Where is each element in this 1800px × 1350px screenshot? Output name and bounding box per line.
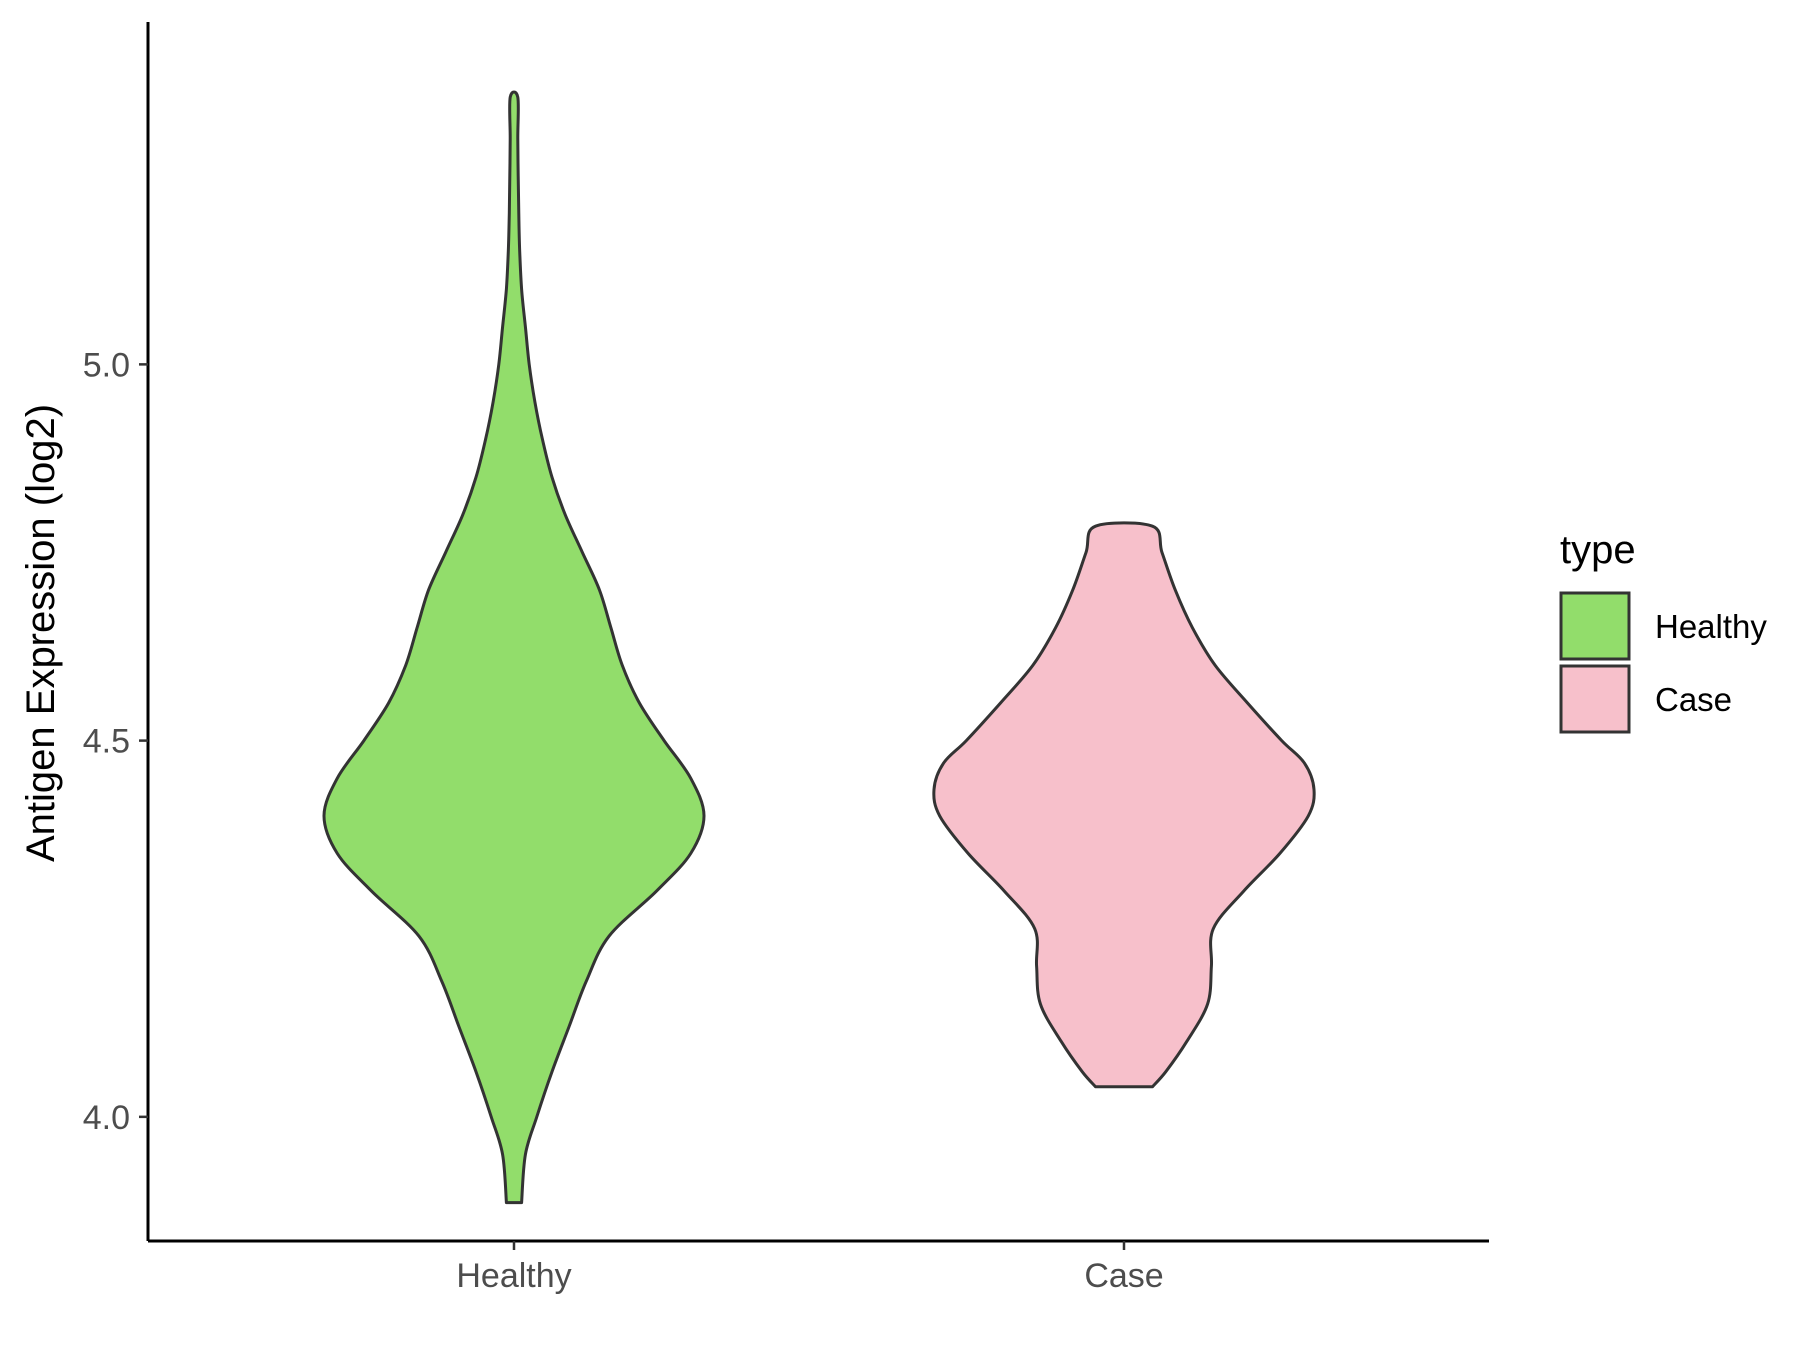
legend-swatch bbox=[1559, 591, 1631, 661]
legend-label: Case bbox=[1655, 681, 1732, 718]
x-tick-label: Healthy bbox=[456, 1257, 571, 1295]
violin-healthy bbox=[322, 90, 706, 1205]
violin-case bbox=[932, 521, 1316, 1089]
y-tick-label: 4.5 bbox=[83, 723, 130, 761]
violin-layer bbox=[322, 90, 1316, 1205]
axes bbox=[146, 22, 1489, 1243]
y-tick-label: 4.0 bbox=[83, 1099, 130, 1137]
x-tick-label: Case bbox=[1084, 1257, 1163, 1295]
legend: type Healthy Case bbox=[1559, 528, 1767, 734]
y-axis-title: Antigen Expression (log2) bbox=[19, 404, 63, 862]
x-ticks: Healthy Case bbox=[456, 1241, 1164, 1295]
legend-label: Healthy bbox=[1655, 608, 1767, 645]
y-ticks: 4.0 4.5 5.0 bbox=[83, 346, 148, 1137]
legend-swatch bbox=[1559, 664, 1631, 734]
legend-title: type bbox=[1560, 528, 1636, 572]
y-tick-label: 5.0 bbox=[83, 346, 130, 384]
